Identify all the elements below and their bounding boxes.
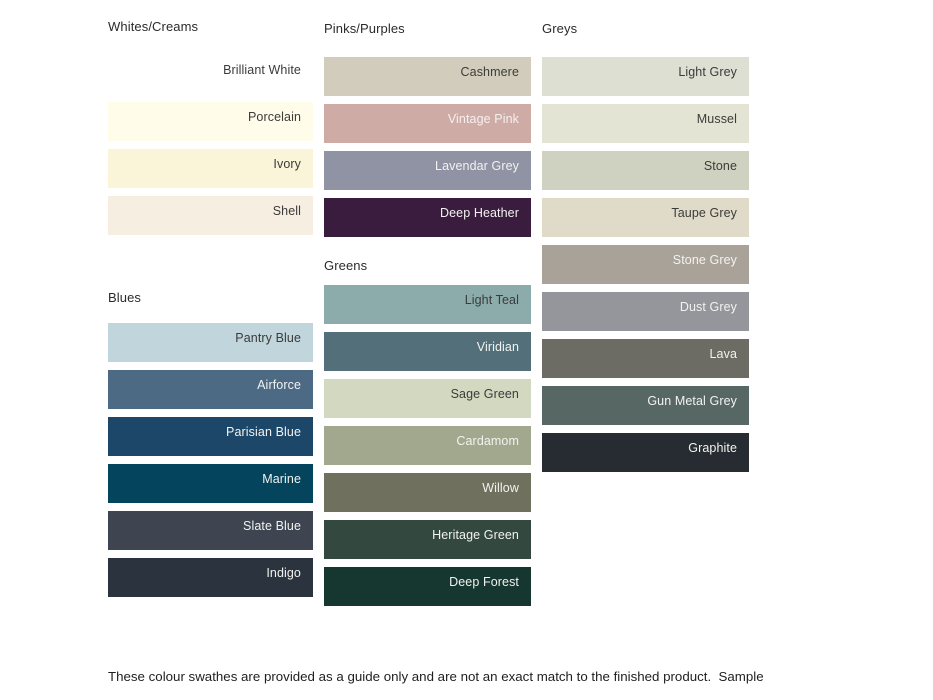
group-title-greens: Greens	[324, 258, 368, 273]
swatch-light-teal: Light Teal	[324, 285, 531, 324]
group-whites-creams: Whites/Creams Brilliant White Porcelain …	[108, 19, 313, 243]
swatch-label: Mussel	[696, 112, 737, 126]
swatch-label: Ivory	[273, 157, 301, 171]
swatch-label: Vintage Pink	[447, 112, 519, 126]
swatch-parisian-blue: Parisian Blue	[108, 417, 313, 456]
swatch-pantry-blue: Pantry Blue	[108, 323, 313, 362]
swatch-label: Cashmere	[460, 65, 519, 79]
swatch-heritage-green: Heritage Green	[324, 520, 531, 559]
swatch-label: Lavendar Grey	[435, 159, 519, 173]
swatch-sage-green: Sage Green	[324, 379, 531, 418]
swatch-marine: Marine	[108, 464, 313, 503]
group-title-blues: Blues	[108, 290, 142, 305]
swatch-label: Deep Heather	[439, 206, 519, 220]
group-pinks-purples: Pinks/Purples Cashmere Vintage Pink Lave…	[324, 21, 531, 245]
swatch-graphite: Graphite	[542, 433, 749, 472]
swatch-ivory: Ivory	[108, 149, 313, 188]
swatch-shell: Shell	[108, 196, 313, 235]
swatch-cardamom: Cardamom	[324, 426, 531, 465]
swatch-mussel: Mussel	[542, 104, 749, 143]
swatch-stone-grey: Stone Grey	[542, 245, 749, 284]
swatch-viridian: Viridian	[324, 332, 531, 371]
swatch-label: Airforce	[257, 378, 301, 392]
swatch-slate-blue: Slate Blue	[108, 511, 313, 550]
swatch-indigo: Indigo	[108, 558, 313, 597]
swatch-lavendar-grey: Lavendar Grey	[324, 151, 531, 190]
swatch-label: Taupe Grey	[671, 206, 737, 220]
disclaimer-line: These colour swathes are provided as a g…	[108, 669, 764, 684]
swatch-vintage-pink: Vintage Pink	[324, 104, 531, 143]
swatch-label: Brilliant White	[223, 63, 301, 77]
swatch-label: Graphite	[688, 441, 737, 455]
swatch-willow: Willow	[324, 473, 531, 512]
swatch-deep-forest: Deep Forest	[324, 567, 531, 606]
swatch-label: Sage Green	[450, 387, 519, 401]
swatch-airforce: Airforce	[108, 370, 313, 409]
swatch-stone: Stone	[542, 151, 749, 190]
swatch-label: Parisian Blue	[226, 425, 301, 439]
swatch-label: Lava	[709, 347, 737, 361]
swatch-label: Heritage Green	[432, 528, 519, 542]
swatch-label: Light Teal	[464, 293, 519, 307]
swatch-label: Viridian	[476, 340, 519, 354]
group-title-greys: Greys	[542, 21, 578, 36]
swatch-deep-heather: Deep Heather	[324, 198, 531, 237]
swatch-dust-grey: Dust Grey	[542, 292, 749, 331]
swatch-label: Porcelain	[247, 110, 301, 124]
swatch-label: Shell	[272, 204, 301, 218]
swatch-brilliant-white: Brilliant White	[108, 55, 313, 94]
swatch-label: Stone	[703, 159, 737, 173]
swatch-label: Gun Metal Grey	[647, 394, 737, 408]
swatch-label: Slate Blue	[243, 519, 301, 533]
disclaimer-text: These colour swathes are provided as a g…	[108, 638, 828, 700]
swatch-label: Indigo	[266, 566, 301, 580]
swatch-label: Pantry Blue	[235, 331, 301, 345]
swatch-label: Stone Grey	[672, 253, 737, 267]
swatch-cashmere: Cashmere	[324, 57, 531, 96]
swatch-label: Deep Forest	[449, 575, 519, 589]
swatch-label: Cardamom	[456, 434, 519, 448]
swatch-light-grey: Light Grey	[542, 57, 749, 96]
swatch-porcelain: Porcelain	[108, 102, 313, 141]
swatch-label: Marine	[262, 472, 301, 486]
group-greys: Greys Light Grey Mussel Stone Taupe Grey…	[542, 21, 749, 480]
group-blues: Blues Pantry Blue Airforce Parisian Blue…	[108, 290, 313, 605]
swatch-label: Dust Grey	[679, 300, 737, 314]
swatch-gun-metal-grey: Gun Metal Grey	[542, 386, 749, 425]
group-title-pinks-purples: Pinks/Purples	[324, 21, 405, 36]
swatch-label: Willow	[482, 481, 519, 495]
group-title-whites-creams: Whites/Creams	[108, 19, 199, 34]
swatch-label: Light Grey	[678, 65, 737, 79]
swatch-lava: Lava	[542, 339, 749, 378]
swatch-taupe-grey: Taupe Grey	[542, 198, 749, 237]
group-greens: Greens Light Teal Viridian Sage Green Ca…	[324, 258, 531, 614]
